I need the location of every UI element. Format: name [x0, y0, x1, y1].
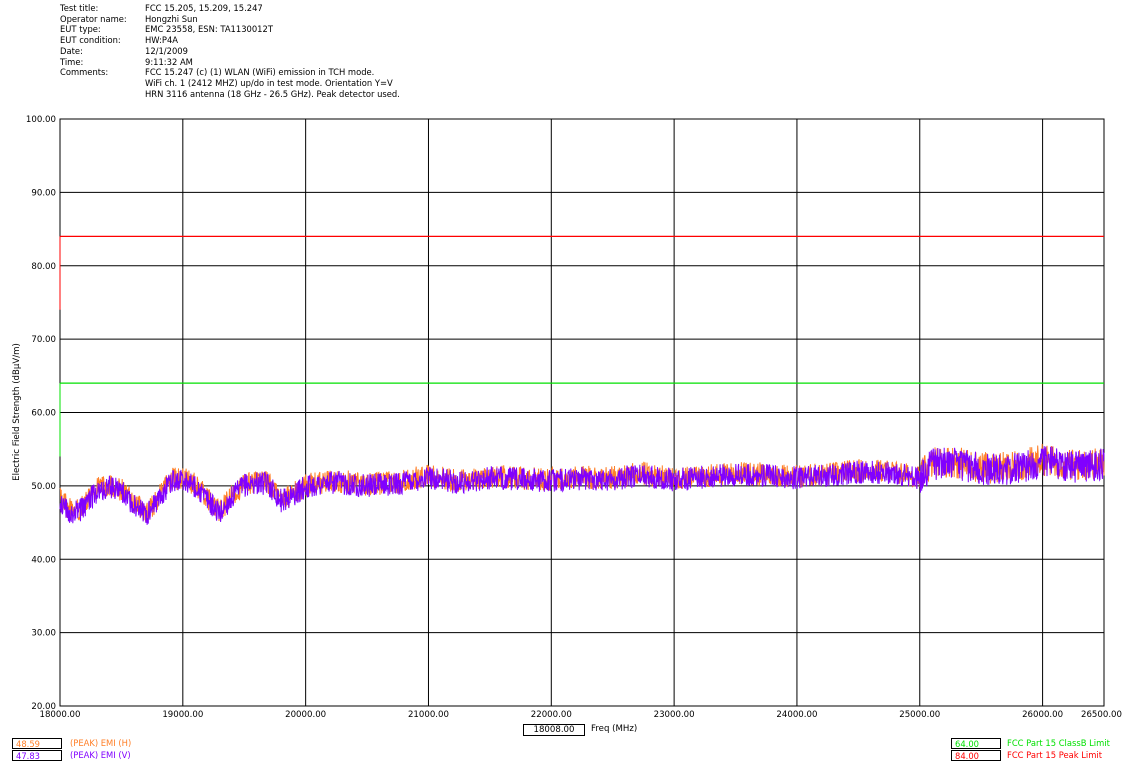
limit-lines: [59, 235, 1104, 457]
x-tick-label: 18000.00: [39, 710, 80, 720]
x-tick-label: 22000.00: [531, 710, 572, 720]
emission-traces: [59, 443, 1105, 525]
header-value: 12/1/2009: [145, 45, 188, 56]
header-label: Date:: [60, 45, 83, 56]
header-row: Operator name: Hongzhi Sun: [60, 14, 400, 25]
header-label: Comments:: [60, 67, 109, 78]
grid: [59, 118, 1105, 707]
test-info-header: Test title: FCC 15.205, 15.209, 15.247 Ope…: [60, 3, 400, 99]
header-label: EUT type:: [60, 24, 101, 35]
x-axis-label: Freq (MHz): [591, 724, 638, 734]
y-tick-label: 50.00: [31, 482, 56, 492]
header-value: WiFi ch. 1 (2412 MHZ) up/do in test mode…: [145, 77, 393, 88]
legend-label: (PEAK) EMI (H): [70, 738, 132, 748]
x-tick-label: 26000.00: [1022, 710, 1063, 720]
header-value: HW:P4A: [145, 35, 179, 46]
y-tick-label: 100.00: [26, 115, 56, 125]
legend-label: FCC Part 15 ClassB Limit: [1007, 738, 1110, 748]
header-value: HRN 3116 antenna (18 GHz - 26.5 GHz). Pe…: [145, 88, 400, 99]
legend-value-box: 64.00: [951, 738, 1001, 749]
x-tick-label: 19000.00: [162, 710, 203, 720]
header-row: EUT type: EMC 23558, ESN: TA1130012T: [60, 24, 400, 35]
header-value: FCC 15.247 (c) (1) WLAN (WiFi) emission …: [145, 67, 375, 78]
x-tick-label: 25000.00: [899, 710, 940, 720]
header-row: Time: 9:11:32 AM: [60, 57, 400, 68]
legend-value-box: 47.83: [12, 750, 62, 761]
cursor-freq-value[interactable]: 18008.00: [523, 724, 585, 736]
header-row: Date: 12/1/2009: [60, 46, 400, 57]
header-value: EMC 23558, ESN: TA1130012T: [145, 24, 273, 35]
header-value: FCC 15.205, 15.209, 15.247: [145, 3, 263, 13]
y-tick-label: 60.00: [31, 409, 56, 419]
header-label: EUT condition:: [60, 35, 121, 46]
y-tick-label: 70.00: [31, 335, 56, 345]
x-tick-label: 21000.00: [408, 710, 449, 720]
header-value: 9:11:32 AM: [145, 56, 193, 67]
header-row: EUT condition: HW:P4A: [60, 35, 400, 46]
y-tick-label: 20.00: [31, 702, 56, 712]
header-label: Time:: [60, 56, 84, 67]
header-label: Operator name:: [60, 13, 127, 24]
y-tick-labels: 20.00 30.00 40.00 50.00 60.00 70.00 80.00 90.00…: [26, 115, 56, 712]
x-tick-label: 20000.00: [285, 710, 326, 720]
legend-label: FCC Part 15 Peak Limit: [1007, 750, 1102, 760]
y-tick-label: 30.00: [31, 629, 56, 639]
series-line: [59, 446, 1105, 525]
y-tick-label: 40.00: [31, 555, 56, 565]
x-tick-label: 26500.00: [1081, 710, 1122, 720]
header-label: Test title:: [60, 3, 99, 13]
legend-label: (PEAK) EMI (V): [70, 750, 131, 760]
y-tick-label: 90.00: [31, 188, 56, 198]
header-value: Hongzhi Sun: [145, 13, 198, 24]
header-row: Test title: FCC 15.205, 15.209, 15.247: [60, 3, 400, 14]
y-axis-label: Electric Field Strength (dBµV/m): [12, 343, 22, 481]
header-row: Comments: FCC 15.247 (c) (1) WLAN (WiFi) …: [60, 67, 400, 99]
legend-value-box: 48.59: [12, 738, 62, 749]
x-tick-label: 23000.00: [654, 710, 695, 720]
y-tick-label: 80.00: [31, 262, 56, 272]
x-tick-label: 24000.00: [776, 710, 817, 720]
x-tick-labels: 18000.00 19000.00 20000.00 21000.00 22000.00…: [39, 710, 1122, 720]
legend-value-box: 84.00: [951, 750, 1001, 761]
